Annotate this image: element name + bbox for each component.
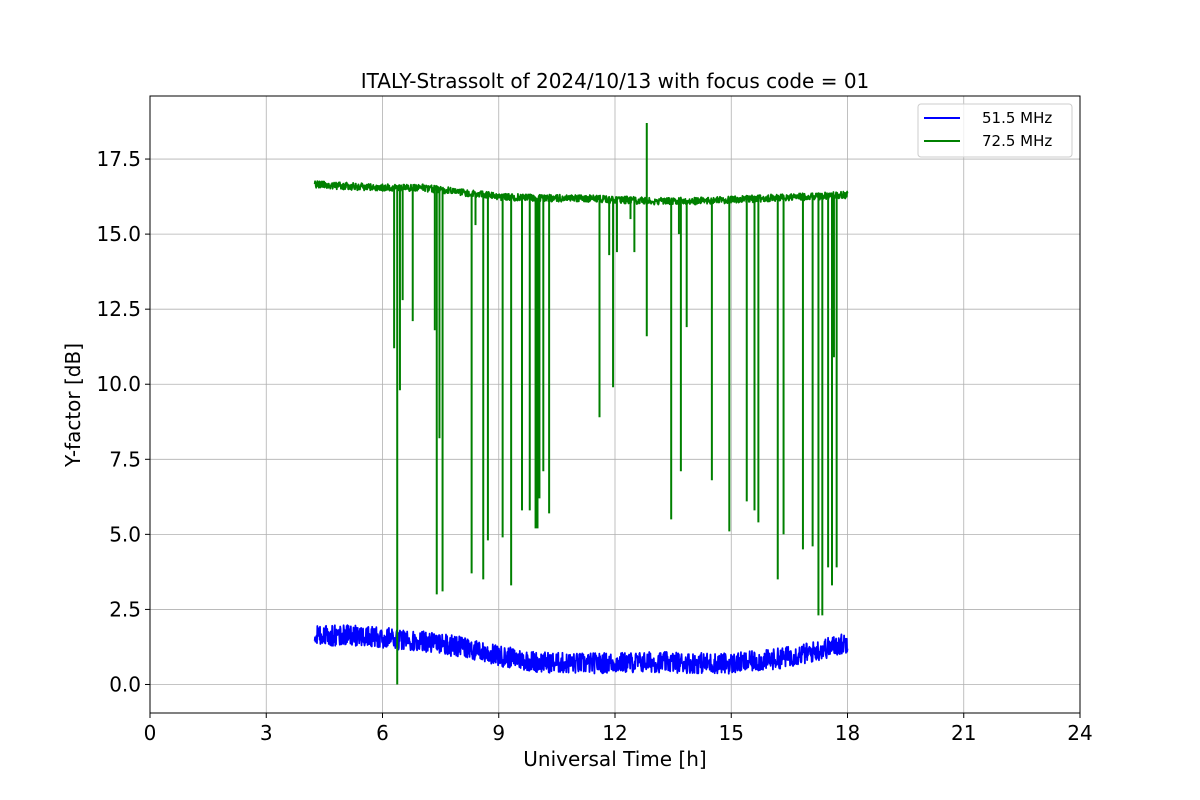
y-axis-label: Y-factor [dB] <box>61 343 85 468</box>
y-tick-label: 12.5 <box>96 297 141 321</box>
legend: 51.5 MHz 72.5 MHz <box>917 103 1073 158</box>
y-axis: 0.0 2.5 5.0 7.5 10.0 12.5 15.0 17.5 <box>96 147 150 696</box>
x-tick-label: 3 <box>260 721 273 745</box>
series-line-0 <box>313 624 849 675</box>
legend-label-51-5-mhz: 51.5 MHz <box>982 109 1052 127</box>
x-axis: 0 3 6 9 12 15 18 21 24 <box>144 713 1093 745</box>
y-tick-label: 2.5 <box>109 597 141 621</box>
x-tick-label: 12 <box>602 721 627 745</box>
x-tick-label: 18 <box>835 721 860 745</box>
series-layer <box>313 123 849 685</box>
y-tick-label: 15.0 <box>96 222 141 246</box>
y-tick-label: 17.5 <box>96 147 141 171</box>
y-tick-label: 5.0 <box>109 522 141 546</box>
series-line-1 <box>313 180 849 206</box>
legend-label-72-5-mhz: 72.5 MHz <box>982 132 1052 150</box>
x-axis-label: Universal Time [h] <box>523 747 706 771</box>
x-tick-label: 24 <box>1067 721 1092 745</box>
x-tick-label: 15 <box>719 721 744 745</box>
chart-title: ITALY-Strassolt of 2024/10/13 with focus… <box>361 69 870 93</box>
y-tick-label: 7.5 <box>109 447 141 471</box>
x-tick-label: 6 <box>376 721 389 745</box>
x-tick-label: 0 <box>144 721 157 745</box>
plot-area <box>313 123 849 685</box>
x-tick-label: 9 <box>492 721 505 745</box>
x-tick-label: 21 <box>951 721 976 745</box>
y-tick-label: 0.0 <box>109 672 141 696</box>
y-tick-label: 10.0 <box>96 372 141 396</box>
